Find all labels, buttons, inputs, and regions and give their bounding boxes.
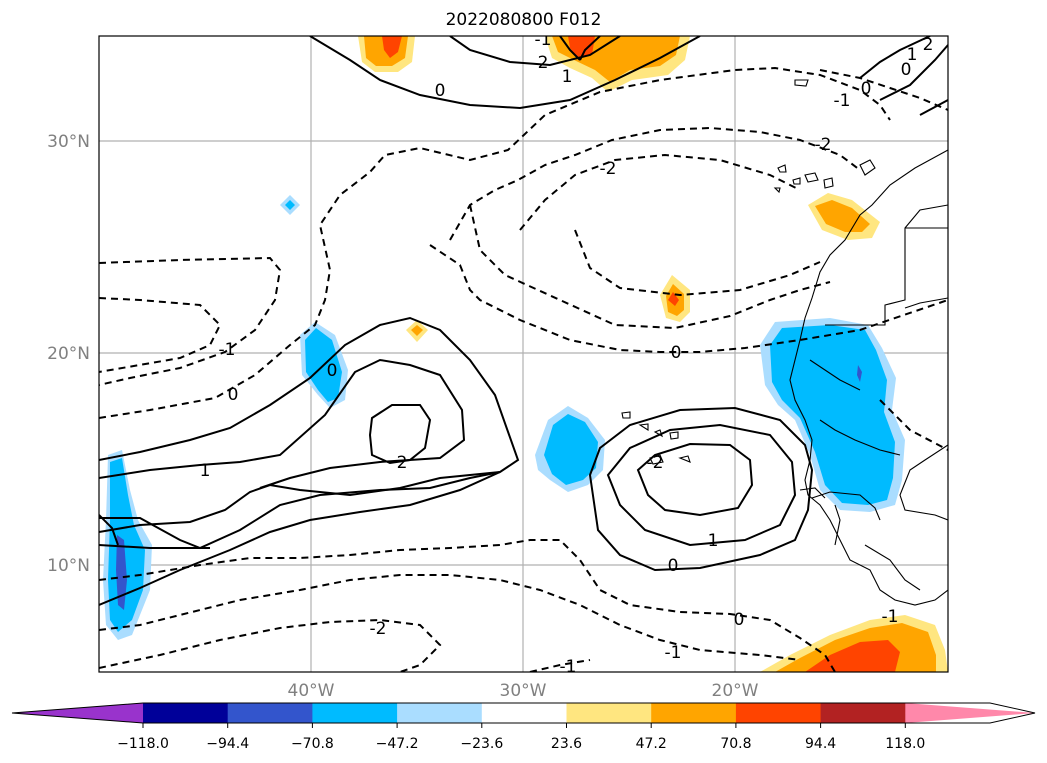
colorbar-extend-min: [12, 703, 143, 723]
contour-label: -1: [834, 91, 851, 111]
colorbar-outline: [11, 702, 1036, 724]
contour-label: -2: [815, 135, 832, 155]
lon-label-40w: 40°W: [288, 681, 335, 701]
colorbar-cells: [12, 703, 1035, 723]
colorbar-cell: [481, 703, 567, 723]
contour-label: 0: [327, 361, 338, 381]
contour-label: -1: [665, 643, 682, 663]
cape-verde: [621, 411, 691, 465]
map-plot-area: 0 -1 -2 2 1 0 -1 -2 0 -1 0 1 2 0 -2 1 0 …: [99, 30, 948, 677]
africa-coast: [789, 149, 948, 606]
contour-label: -1: [882, 607, 899, 627]
contour-label: 2: [397, 453, 408, 473]
colorbar-ticks: −118.0 −94.4 −70.8 −47.2 −23.6 23.6 47.2 70.8 94…: [117, 723, 925, 752]
colorbar-tick-label: −94.4: [206, 736, 249, 752]
colorbar-cell: [227, 703, 313, 723]
canary-islands: [773, 164, 834, 194]
colorbar-tick-label: −23.6: [460, 736, 503, 752]
colorbar-cell: [397, 703, 483, 723]
contour-label: 1: [907, 45, 918, 65]
positive-contours: [99, 36, 948, 606]
colorbar-tick-label: −118.0: [117, 736, 169, 752]
contour-label: 0: [901, 60, 912, 80]
colorbar-tick-label: 23.6: [551, 736, 582, 752]
shading-positive: [358, 36, 948, 672]
colorbar-cell: [820, 703, 906, 723]
colorbar-extend-max: [905, 703, 1035, 723]
colorbar-cell: [566, 703, 652, 723]
contour-labels: 0 -1 -2 2 1 0 -1 -2 0 -1 0 1 2 0 -2 1 0 …: [200, 30, 934, 677]
contour-label: 0: [228, 385, 239, 405]
negative-contours: [99, 66, 948, 672]
colorbar-tick-label: 70.8: [720, 736, 751, 752]
colorbar-tick-label: 118.0: [885, 736, 925, 752]
colorbar-tick-label: −70.8: [291, 736, 334, 752]
lat-label-30n: 30°N: [47, 132, 90, 152]
contour-label: 0: [861, 79, 872, 99]
contour-label: 2: [538, 53, 549, 73]
contour-label: 0: [734, 610, 745, 630]
lat-label-10n: 10°N: [47, 556, 90, 576]
lat-label-20n: 20°N: [47, 344, 90, 364]
contour-label: -1: [560, 657, 577, 677]
colorbar: −118.0 −94.4 −70.8 −47.2 −23.6 23.6 47.2 70.8 94…: [11, 702, 1036, 752]
colorbar-cell: [651, 703, 737, 723]
colorbar-cell: [735, 703, 822, 723]
longitude-labels: 40°W 30°W 20°W: [288, 681, 759, 701]
colorbar-tick-label: −47.2: [376, 736, 419, 752]
map-frame: [98, 35, 949, 673]
lon-label-30w: 30°W: [500, 681, 547, 701]
contour-label: 0: [435, 81, 446, 101]
contour-label: -2: [600, 159, 617, 179]
contour-label: -2: [647, 453, 664, 473]
contour-label: 1: [562, 67, 573, 87]
contour-label: -1: [219, 340, 236, 360]
coastlines: [621, 79, 948, 606]
shading-negative: [103, 195, 905, 640]
colorbar-cell: [312, 703, 398, 723]
contour-label: -1: [535, 30, 552, 50]
colorbar-cell: [143, 703, 229, 723]
map-title: 2022080800 F012: [445, 10, 602, 30]
contour-label: 1: [708, 531, 719, 551]
colorbar-tick-label: 47.2: [636, 736, 667, 752]
contour-label: 0: [671, 343, 682, 363]
latitude-labels: 30°N 20°N 10°N: [47, 132, 90, 576]
lon-label-20w: 20°W: [712, 681, 759, 701]
contour-label: 0: [668, 556, 679, 576]
contour-label: 1: [200, 461, 211, 481]
colorbar-tick-label: 94.4: [805, 736, 836, 752]
contour-label: 2: [923, 35, 934, 55]
contour-label: -2: [370, 619, 387, 639]
